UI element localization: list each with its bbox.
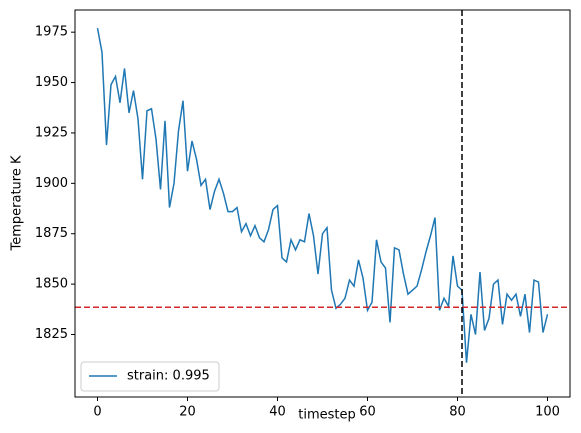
legend-box — [80, 361, 220, 392]
x-tick-label: 40 — [269, 405, 286, 420]
x-tick-label: 80 — [449, 405, 466, 420]
y-axis-label: Temperature K — [10, 155, 25, 251]
x-tick-label: 0 — [93, 405, 101, 420]
y-tick-label: 1875 — [35, 226, 68, 241]
x-tick-label: 20 — [179, 405, 196, 420]
data-line — [96, 28, 549, 363]
y-tick-label: 1950 — [35, 75, 68, 90]
y-tick-label: 1850 — [35, 277, 68, 292]
y-tick-label: 1825 — [35, 327, 68, 342]
x-tick-label: 60 — [359, 405, 376, 420]
x-tick-label: 100 — [535, 405, 560, 420]
legend-label: strain: 0.995 — [127, 369, 210, 384]
x-axis-label: timestep — [298, 408, 356, 423]
y-tick-label: 1900 — [35, 176, 68, 191]
plot-frame — [74, 9, 571, 398]
y-tick-label: 1975 — [35, 25, 68, 40]
y-tick-label: 1925 — [35, 125, 68, 140]
